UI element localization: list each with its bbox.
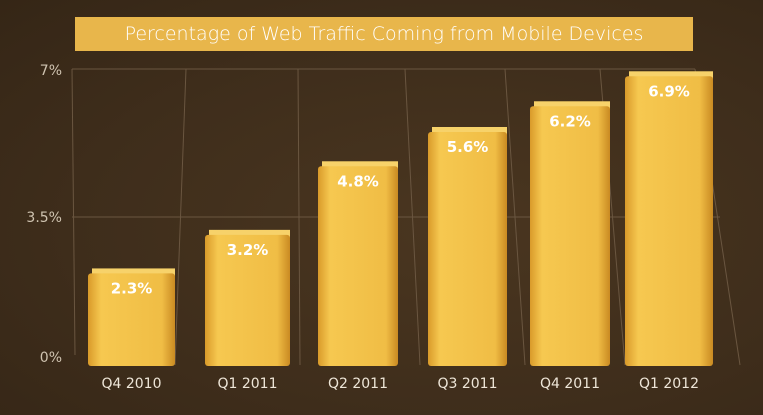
x-tick-label: Q2 2011: [328, 376, 388, 392]
x-tick-label: Q1 2012: [639, 376, 699, 392]
bar: [318, 166, 398, 366]
y-tick-label: 3.5%: [26, 210, 62, 226]
x-tick-label: Q4 2011: [540, 376, 600, 392]
bar: [530, 106, 610, 367]
chart-title: Percentage of Web Traffic Coming from Mo…: [75, 17, 693, 51]
data-label: 4.8%: [337, 172, 379, 190]
bar-top: [209, 229, 290, 238]
bar: [625, 76, 713, 367]
data-label: 6.9%: [648, 82, 690, 100]
data-label: 6.2%: [549, 112, 591, 130]
bar-top: [432, 127, 507, 135]
bar: [428, 132, 507, 366]
x-tick-label: Q1 2011: [217, 376, 277, 392]
bar-top: [92, 268, 175, 277]
bar: [205, 234, 290, 366]
data-label: 5.6%: [447, 138, 489, 156]
bar-top: [629, 71, 713, 80]
data-label: 3.2%: [227, 241, 269, 259]
bar: [88, 273, 175, 366]
bar-top: [322, 161, 398, 170]
gridline: [71, 68, 76, 356]
y-tick-label: 0%: [40, 350, 62, 366]
bar-top: [534, 101, 610, 110]
x-tick-label: Q3 2011: [437, 376, 497, 392]
x-tick-label: Q4 2010: [101, 376, 161, 392]
y-tick-label: 7%: [40, 63, 62, 79]
data-label: 2.3%: [111, 279, 153, 297]
